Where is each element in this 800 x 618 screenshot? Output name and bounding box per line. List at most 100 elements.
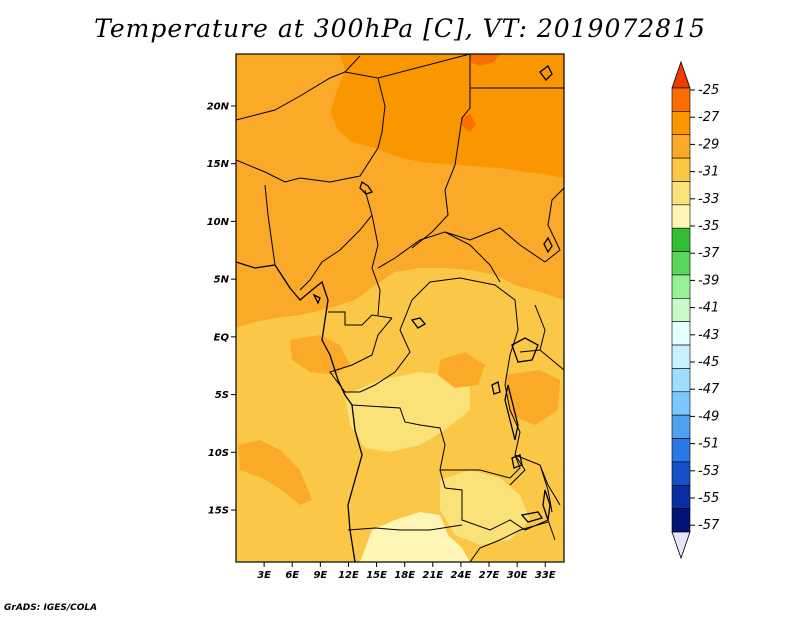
border-south-sudan-ethiopia bbox=[544, 187, 564, 263]
footer-credit: GrADS: IGES/COLA bbox=[4, 603, 98, 613]
colorbar-band bbox=[671, 321, 691, 346]
coast-bioko bbox=[312, 293, 321, 305]
longitude-ticks: 3E 6E 9E 12E 15E 18E 21E 24E 27E 30E 33E bbox=[257, 562, 556, 581]
field-patch-m31-m29-congo bbox=[290, 335, 350, 375]
lon-label: 18E bbox=[394, 570, 415, 581]
colorbar-band bbox=[671, 461, 691, 486]
colorbar-band bbox=[671, 414, 691, 439]
field-patch-m31-m29-sw bbox=[238, 440, 312, 505]
coast-lake-malawi bbox=[542, 489, 551, 521]
colorbar-label: -55 bbox=[698, 491, 719, 506]
field-patch-m31-m29-eastlakes bbox=[505, 370, 560, 425]
lon-label: 6E bbox=[285, 570, 299, 581]
colorbar-band bbox=[671, 157, 691, 182]
colorbar-band bbox=[671, 227, 691, 252]
border-libya-chad-sudan bbox=[377, 54, 471, 79]
border-tanzania-zambia bbox=[514, 454, 561, 506]
colorbar-label: -39 bbox=[698, 273, 719, 288]
colorbar-band bbox=[671, 344, 691, 369]
colorbar-band bbox=[671, 134, 691, 159]
coast-lake-chad bbox=[359, 180, 374, 195]
latitude-ticks: 20N 15N 10N 5N EQ 5S 10S 15S bbox=[207, 101, 236, 517]
colorbar-label: -27 bbox=[698, 110, 720, 125]
border-drc-uganda-lakes bbox=[504, 329, 526, 486]
lat-label: 20N bbox=[207, 101, 230, 112]
lon-label: 12E bbox=[338, 570, 359, 581]
colorbar-label: -41 bbox=[698, 301, 719, 316]
border-drc-zambia bbox=[440, 454, 521, 479]
colorbar-label: -35 bbox=[698, 219, 719, 234]
colorbar-label: -43 bbox=[698, 328, 719, 343]
colorbar-band bbox=[671, 484, 691, 509]
colorbar-label: -37 bbox=[698, 246, 720, 261]
coast-lake-kivu bbox=[491, 381, 501, 395]
colorbar-band bbox=[671, 251, 691, 276]
coast-lake-tanganyika bbox=[504, 384, 519, 441]
border-mali-niger bbox=[236, 147, 379, 183]
field-band-m27-m25 bbox=[470, 54, 500, 66]
lon-label: 27E bbox=[479, 570, 500, 581]
coast-lake-victoria bbox=[511, 337, 539, 363]
colorbar-top-triangle bbox=[671, 60, 691, 89]
border-angola-zambia bbox=[444, 487, 556, 541]
colorbar-band bbox=[671, 368, 691, 393]
lat-label: EQ bbox=[214, 332, 230, 343]
colorbar-band bbox=[671, 87, 691, 112]
colorbar-label: -45 bbox=[698, 355, 719, 370]
colorbar-band bbox=[671, 181, 691, 206]
lat-label: 10S bbox=[208, 448, 229, 459]
colorbar-band bbox=[671, 391, 691, 416]
coast-lake-mweru bbox=[511, 454, 523, 469]
lon-label: 15E bbox=[366, 570, 387, 581]
colorbar-band bbox=[671, 508, 691, 533]
colorbar-label: -57 bbox=[698, 518, 720, 533]
colorbar-band bbox=[671, 298, 691, 322]
border-congo-drc bbox=[329, 277, 519, 393]
map-title: Temperature at 300hPa [C], VT: 201907281… bbox=[94, 14, 706, 43]
field-patch-m31-m29-east bbox=[438, 352, 485, 388]
colorbar-label: -33 bbox=[698, 192, 719, 207]
border-chad-sudan bbox=[411, 54, 471, 249]
lat-label: 5S bbox=[215, 390, 229, 401]
border-uganda-kenya bbox=[519, 304, 546, 353]
border-niger-libya bbox=[344, 71, 386, 149]
colorbar-label: -29 bbox=[698, 137, 719, 152]
colorbar-band bbox=[671, 111, 691, 136]
border-sudan-south-sudan bbox=[444, 227, 546, 263]
lat-label: 10N bbox=[207, 217, 230, 228]
lon-label: 3E bbox=[257, 570, 271, 581]
lat-label: 5N bbox=[214, 275, 230, 286]
colorbar-bottom-triangle bbox=[671, 531, 691, 560]
border-gabon-congo bbox=[328, 311, 393, 326]
border-cameroon-car bbox=[371, 214, 381, 316]
lon-label: 24E bbox=[451, 570, 472, 581]
field-band-m29-m27 bbox=[330, 54, 564, 178]
field-band-lt-m35 bbox=[360, 512, 470, 562]
lon-label: 21E bbox=[422, 570, 443, 581]
coast-west-africa bbox=[236, 261, 363, 562]
colorbar-band bbox=[671, 274, 691, 299]
field-patch-m33-m31-south bbox=[345, 372, 470, 452]
border-tanzania-malawi bbox=[539, 464, 553, 513]
temperature-field bbox=[236, 54, 564, 562]
colorbar-label: -51 bbox=[698, 437, 719, 452]
map-frame bbox=[235, 53, 565, 563]
field-patch-m33-m31-se bbox=[440, 470, 530, 545]
coast-congo-lakes bbox=[410, 317, 426, 329]
lat-label: 15S bbox=[208, 506, 229, 517]
coast-lake-kariba bbox=[520, 511, 544, 523]
colorbar-label: -53 bbox=[698, 464, 719, 479]
colorbar-label: -25 bbox=[698, 83, 719, 98]
border-algeria-niger bbox=[236, 55, 361, 121]
border-angola-namibia bbox=[347, 524, 463, 531]
border-kenya-tanzania bbox=[539, 349, 564, 371]
lat-label: 15N bbox=[207, 159, 230, 170]
border-drc-angola bbox=[351, 404, 446, 489]
field-band-m27-m25-patch bbox=[462, 114, 476, 132]
lon-label: 9E bbox=[313, 570, 327, 581]
coast-ethiopia-lakes bbox=[543, 236, 553, 254]
colorbar-label: -31 bbox=[698, 165, 719, 180]
colorbar-label: -49 bbox=[698, 409, 719, 424]
colorbar: -25 -27 -29 -31 -33 -35 -37 -39 -41 -43 -45 -47 -49 -… bbox=[671, 60, 720, 560]
